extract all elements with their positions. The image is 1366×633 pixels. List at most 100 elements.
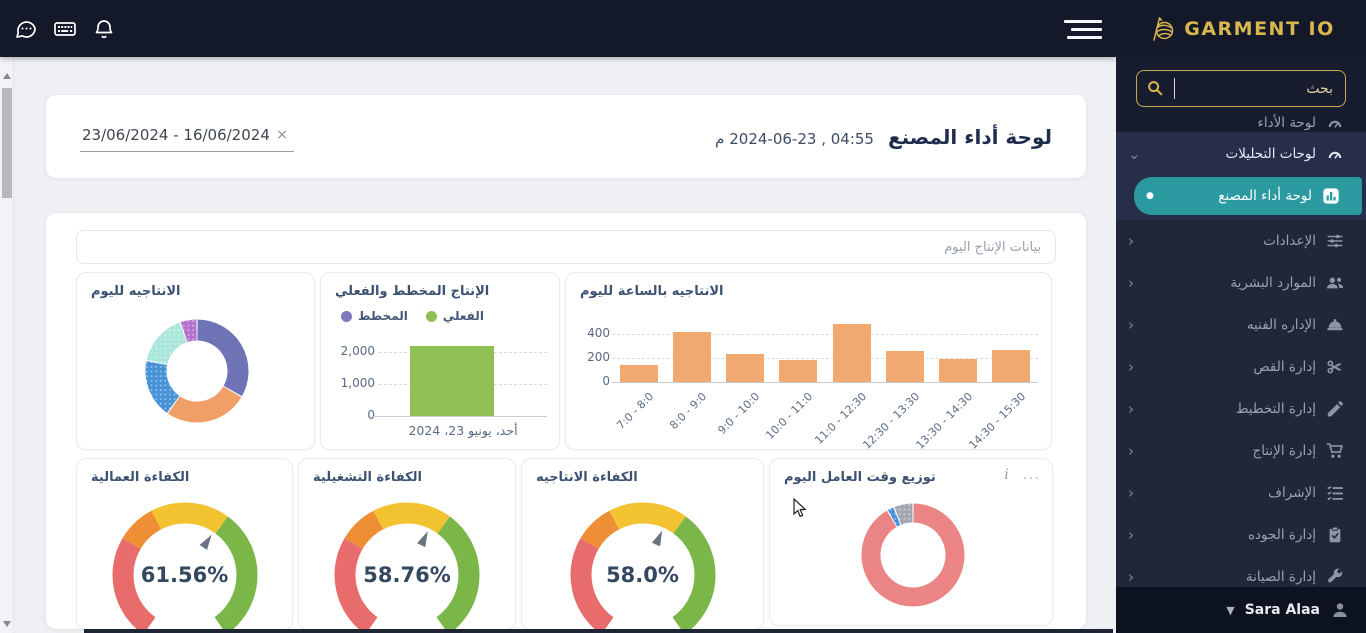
info-icon[interactable]: i <box>1004 467 1009 483</box>
brand-name: GARMENT IO <box>1184 17 1335 40</box>
bar-hour-4 <box>832 324 871 382</box>
chart-card-hourly-productivity: الانتاجيه بالساعة لليوم 0 200 400 7:0 - 8:0 8… <box>565 272 1052 450</box>
vertical-scrollbar <box>0 57 14 633</box>
x-axis-category-label: 9:0 - 10:0 <box>715 390 763 437</box>
top-header-bar <box>0 0 1116 57</box>
chart-toolbar: i... <box>1004 467 1040 483</box>
chart-title: الكفاءة الانتاجيه <box>536 470 638 485</box>
sidebar-item-technical-management[interactable]: الإداره الفنيه ‹ <box>1116 304 1366 346</box>
chart-title: الإنتاج المخطط والفعلي <box>335 284 490 299</box>
x-axis-category-label: 11:0 - 12:30 <box>811 390 869 447</box>
sidebar-item-factory-performance-dashboard[interactable]: لوحة أداء المصنع ● <box>1134 177 1362 215</box>
main-content: لوحة أداء المصنع 04:55 , 2024-06-23 م 23… <box>14 57 1116 633</box>
x-axis-category-label: 8:0 - 9:0 <box>667 390 710 432</box>
x-axis-category-label: 12:30 - 13:30 <box>860 390 923 450</box>
x-axis-category-label: 7:0 - 8:0 <box>613 390 656 432</box>
legend-item[interactable]: المخطط <box>341 309 408 323</box>
scrollbar-up-arrow[interactable] <box>3 73 11 79</box>
gridline <box>612 334 1038 335</box>
gauge-value: 61.56% <box>140 563 229 587</box>
date-range-input[interactable]: 23/06/2024 - 16/06/2024 × <box>80 122 294 152</box>
bar-chart-icon <box>1322 187 1340 205</box>
sliders-icon <box>1326 232 1344 250</box>
chart-title: الكفاءة العمالية <box>91 470 190 485</box>
y-axis-tick-label: 200 <box>587 350 610 364</box>
sidebar-item-label: إدارة التخطيط <box>1235 401 1316 417</box>
x-axis-category-label: 14:30 - 15:30 <box>966 390 1029 450</box>
sidebar-item-supervision[interactable]: الإشراف ‹ <box>1116 472 1366 514</box>
sidebar-nav: لوحة الأداء لوحات التحليلات ⌄ لوحة أداء الم… <box>1116 114 1366 633</box>
notifications-bell-icon[interactable] <box>92 17 116 41</box>
brand-logo[interactable]: GARMENT IO <box>1116 0 1366 57</box>
chart-card-worker-time-distribution: توزيع وقت العامل اليوم i... <box>769 458 1053 626</box>
page-datetime: 04:55 , 2024-06-23 م <box>715 129 874 148</box>
sidebar-item-performance-dashboard[interactable]: لوحة الأداء <box>1116 114 1366 132</box>
sidebar-item-analytics-dashboards[interactable]: لوحات التحليلات ⌄ <box>1116 133 1366 175</box>
sidebar-item-cutting-management[interactable]: إدارة القص ‹ <box>1116 346 1366 388</box>
more-options-icon[interactable]: ... <box>1022 465 1040 484</box>
y-axis-tick-label: 400 <box>587 326 610 340</box>
planning-icon <box>1326 400 1344 418</box>
text-cursor <box>1174 78 1175 99</box>
chart-card-planned-vs-actual: الإنتاج المخطط والفعلي المخطط الفعلي 0 1,000… <box>320 272 560 450</box>
chevron-left-icon: ‹ <box>1128 567 1134 586</box>
date-range-value: 23/06/2024 - 16/06/2024 <box>82 125 270 144</box>
chart-card-operational-efficiency: الكفاءة التشغيلية 58.76% <box>298 458 516 630</box>
y-axis-tick-label: 0 <box>367 408 375 422</box>
keyboard-icon[interactable] <box>53 17 77 41</box>
chat-icon[interactable] <box>14 17 38 41</box>
chevron-left-icon: ‹ <box>1128 399 1134 418</box>
charts-row-1: الانتاجيه لليوم الإنتاج المخطط والفعلي الم… <box>76 272 1056 450</box>
x-axis-category-label: 10:0 - 11:0 <box>763 390 816 442</box>
clear-date-icon[interactable]: × <box>276 126 288 143</box>
chart-title: توزيع وقت العامل اليوم <box>784 470 936 485</box>
sidebar-item-human-resources[interactable]: الموارد البشرية ‹ <box>1116 262 1366 304</box>
users-icon <box>1326 274 1344 292</box>
sidebar-item-production-management[interactable]: إدارة الإنتاج ‹ <box>1116 430 1366 472</box>
donut-chart <box>861 503 965 607</box>
sidebar-item-maintenance-management[interactable]: إدارة الصيانة ‹ <box>1116 556 1366 598</box>
chevron-left-icon: ‹ <box>1128 357 1134 376</box>
sidebar-item-label: الإداره الفنيه <box>1246 317 1316 333</box>
page-header-card: لوحة أداء المصنع 04:55 , 2024-06-23 م 23… <box>46 95 1086 178</box>
scissors-icon <box>1326 358 1344 376</box>
sidebar-item-planning-management[interactable]: إدارة التخطيط ‹ <box>1116 388 1366 430</box>
gauge-chart <box>112 502 257 629</box>
sidebar-item-label: الإشراف <box>1268 485 1316 501</box>
sidebar-search <box>1136 70 1346 107</box>
sidebar-item-label: لوحة أداء المصنع <box>1218 188 1312 204</box>
chart-card-labor-efficiency: الكفاءة العمالية 61.56% <box>76 458 293 630</box>
sidebar-item-settings[interactable]: الإعدادات ‹ <box>1116 220 1366 262</box>
charts-row-2: الكفاءة العمالية 61.56% الكفاءة التشغيلية 5… <box>76 458 1056 630</box>
chart-title: الانتاجيه لليوم <box>91 284 181 299</box>
scrollbar-down-arrow[interactable] <box>3 621 11 627</box>
sidebar-item-label: إدارة الجوده <box>1247 527 1316 543</box>
sidebar-item-label: الموارد البشرية <box>1230 275 1316 291</box>
next-section-edge <box>84 629 1113 633</box>
chart-legend: المخطط الفعلي <box>341 309 484 323</box>
person-icon <box>1330 600 1350 620</box>
sidebar-item-quality-management[interactable]: إدارة الجوده ‹ <box>1116 514 1366 556</box>
donut-chart <box>145 319 249 423</box>
menu-toggle-button[interactable] <box>1062 20 1102 44</box>
chart-card-daily-productivity: الانتاجيه لليوم <box>76 272 315 450</box>
tab-production-data-today[interactable]: بيانات الإنتاج اليوم <box>76 230 1056 264</box>
bar-hour-0 <box>619 365 658 382</box>
clipboard-check-icon <box>1326 526 1344 544</box>
chart-title: الكفاءة التشغيلية <box>313 470 422 485</box>
legend-dot-icon <box>341 310 352 322</box>
scrollbar-thumb[interactable] <box>2 88 12 198</box>
chevron-left-icon: ‹ <box>1128 315 1134 334</box>
gauge-chart <box>570 502 715 629</box>
y-axis-tick-label: 0 <box>602 374 610 388</box>
sidebar-nav-lower: لوحات التحليلات ⌄ لوحة أداء المصنع ● الإعداد… <box>1116 132 1366 633</box>
gauge-value: 58.76% <box>363 563 451 587</box>
legend-item[interactable]: الفعلي <box>425 309 484 323</box>
yarn-logo-icon <box>1153 16 1174 41</box>
caret-down-icon: ▼ <box>1226 603 1235 617</box>
user-menu[interactable]: Sara Alaa ▼ <box>1116 587 1366 633</box>
legend-dot-icon <box>425 310 437 322</box>
chevron-left-icon: ‹ <box>1128 441 1134 460</box>
search-input[interactable] <box>1136 70 1346 107</box>
